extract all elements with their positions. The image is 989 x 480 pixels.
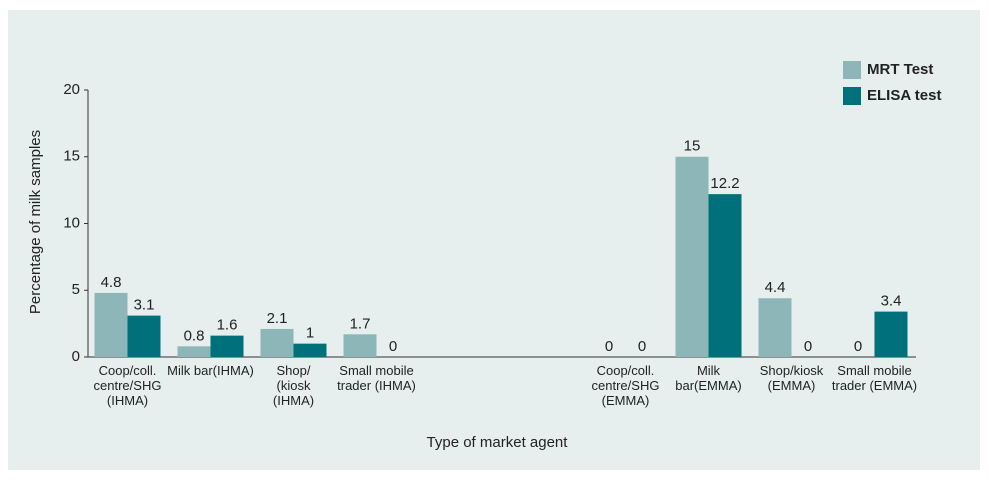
y-tick-label: 15 bbox=[63, 148, 80, 165]
x-tick-label: Milk bar(EMMA) bbox=[675, 363, 742, 393]
bar bbox=[293, 343, 327, 357]
legend-label: MRT Test bbox=[867, 61, 933, 78]
data-label: 1 bbox=[306, 325, 314, 342]
data-label: 0 bbox=[389, 338, 397, 355]
x-axis-title: Type of market agent bbox=[427, 434, 569, 451]
y-tick-label: 20 bbox=[63, 81, 80, 98]
data-label: 0 bbox=[638, 338, 646, 355]
data-label: 4.8 bbox=[101, 274, 122, 291]
data-label: 12.2 bbox=[710, 175, 739, 192]
bar bbox=[708, 194, 742, 357]
bar bbox=[260, 328, 294, 357]
x-tick-label: Shop/ (kiosk (IHMA) bbox=[272, 363, 315, 408]
x-tick-label: Small mobile trader (IHMA) bbox=[337, 363, 416, 393]
data-label: 3.4 bbox=[881, 293, 902, 310]
data-label: 0 bbox=[804, 338, 812, 355]
legend-swatch bbox=[843, 61, 861, 79]
data-label: 0 bbox=[605, 338, 613, 355]
bar bbox=[177, 346, 211, 357]
data-label: 3.1 bbox=[134, 297, 155, 314]
x-tick-label: Milk bar(IHMA) bbox=[167, 363, 254, 378]
bar bbox=[874, 311, 908, 357]
x-tick-label: Shop/kiosk (EMMA) bbox=[759, 363, 824, 393]
y-tick-label: 0 bbox=[72, 348, 80, 365]
data-label: 1.6 bbox=[217, 317, 238, 334]
data-label: 4.4 bbox=[765, 279, 786, 296]
data-label: 0.8 bbox=[184, 327, 205, 344]
y-tick-label: 10 bbox=[63, 214, 80, 231]
data-label: 0 bbox=[854, 338, 862, 355]
bar bbox=[675, 156, 709, 357]
y-axis-title: Percentage of milk samples bbox=[27, 130, 44, 314]
data-label: 2.1 bbox=[267, 310, 288, 327]
y-tick-label: 5 bbox=[72, 281, 80, 298]
legend-label: ELISA test bbox=[867, 87, 941, 104]
x-tick-label: Coop/coll. centre/SHG (EMMA) bbox=[591, 363, 660, 408]
panel bbox=[8, 10, 980, 470]
x-tick-label: Small mobile trader (EMMA) bbox=[831, 363, 918, 393]
data-label: 1.7 bbox=[350, 315, 371, 332]
legend-swatch bbox=[843, 87, 861, 105]
x-tick-label: Coop/coll. centre/SHG (IHMA) bbox=[93, 363, 162, 408]
data-label: 15 bbox=[684, 138, 701, 155]
bar bbox=[94, 292, 128, 357]
bar bbox=[758, 298, 792, 357]
bar bbox=[210, 335, 244, 357]
bar bbox=[343, 334, 377, 357]
bar bbox=[127, 315, 161, 357]
